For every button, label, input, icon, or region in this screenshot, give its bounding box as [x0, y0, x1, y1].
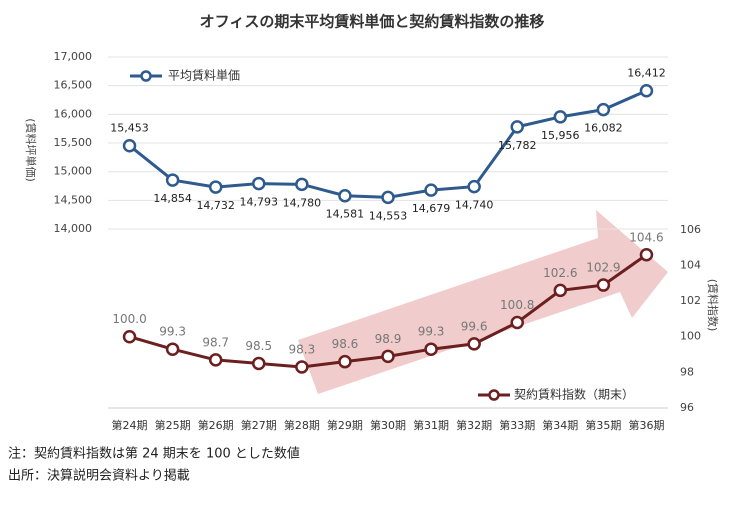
- data-point: [252, 356, 266, 371]
- data-label: 100.0: [112, 312, 146, 326]
- y2-axis-title: (賃料指数): [706, 279, 720, 332]
- data-point: [208, 180, 223, 194]
- data-label: 14,581: [326, 208, 365, 221]
- data-label: 15,956: [541, 129, 580, 142]
- data-point: [510, 315, 524, 330]
- data-label: 14,679: [412, 202, 451, 215]
- data-point: [596, 278, 611, 292]
- y2-tick-label: 102: [680, 294, 701, 307]
- data-point: [553, 283, 568, 298]
- data-label: 98.6: [332, 337, 359, 351]
- chart-title: オフィスの期末平均賃料単価と契約賃料指数の推移: [200, 13, 545, 31]
- data-point: [295, 360, 309, 374]
- data-label: 98.7: [202, 335, 229, 349]
- y-tick-label: 16,500: [54, 79, 93, 92]
- y-axis-title: (賃料坪単価): [24, 118, 38, 182]
- data-point: [295, 177, 309, 192]
- data-point: [381, 190, 395, 205]
- data-label: 14,553: [369, 209, 408, 222]
- data-label: 98.9: [375, 332, 402, 346]
- data-label: 14,793: [240, 196, 279, 209]
- data-point: [467, 179, 481, 194]
- data-label: 14,732: [196, 199, 235, 212]
- x-tick-label: 第24期: [112, 418, 148, 432]
- x-tick-label: 第31期: [413, 418, 449, 432]
- data-point: [252, 176, 266, 191]
- data-label: 102.9: [586, 261, 620, 275]
- data-label: 14,740: [455, 199, 494, 212]
- data-label: 98.3: [288, 343, 315, 357]
- x-tick-label: 第33期: [499, 418, 535, 432]
- data-label: 16,412: [627, 67, 666, 80]
- y2-tick-label: 100: [680, 330, 701, 343]
- x-tick-label: 第27期: [241, 418, 277, 432]
- data-label: 99.3: [159, 325, 186, 339]
- data-label: 15,453: [110, 122, 149, 135]
- series-line: [128, 89, 648, 199]
- data-label: 102.6: [543, 266, 577, 280]
- note: 出所：決算説明会資料より掲載: [8, 468, 190, 484]
- data-label: 14,780: [283, 196, 322, 209]
- y2-tick-label: 98: [680, 365, 694, 378]
- x-tick-label: 第34期: [542, 418, 578, 432]
- legend-marker: [488, 389, 500, 401]
- x-tick-label: 第36期: [628, 418, 664, 432]
- data-label: 104.6: [629, 230, 663, 244]
- y-tick-label: 17,000: [54, 50, 93, 63]
- data-point: [122, 329, 137, 344]
- legend-marker: [140, 70, 152, 82]
- y2-tick-label: 96: [680, 401, 694, 414]
- data-point: [639, 248, 654, 262]
- y-tick-label: 15,000: [54, 165, 93, 178]
- x-tick-label: 第32期: [456, 418, 492, 432]
- x-tick-label: 第28期: [284, 418, 320, 432]
- y-tick-label: 14,000: [54, 222, 93, 235]
- data-point: [338, 354, 352, 369]
- data-label: 16,082: [584, 122, 623, 135]
- data-point: [122, 138, 137, 153]
- data-point: [165, 173, 180, 187]
- y-tick-label: 14,500: [54, 193, 93, 206]
- data-point: [381, 349, 395, 364]
- y-tick-label: 16,000: [54, 107, 93, 120]
- data-label: 15,782: [498, 139, 537, 152]
- legend-label: 平均賃料単価: [168, 68, 240, 83]
- data-label: 99.3: [418, 325, 445, 339]
- data-label: 14,854: [153, 192, 192, 205]
- y2-tick-label: 106: [680, 223, 701, 236]
- data-label: 98.5: [245, 339, 272, 353]
- data-label: 100.8: [500, 298, 534, 312]
- data-point: [338, 188, 352, 203]
- data-point: [467, 337, 481, 351]
- data-label: 99.6: [461, 319, 488, 333]
- x-tick-label: 第29期: [327, 418, 363, 432]
- y2-tick-label: 104: [680, 258, 701, 271]
- data-point: [596, 102, 611, 117]
- data-point: [424, 183, 438, 197]
- trend-arrow: [298, 210, 668, 394]
- data-point: [639, 83, 654, 98]
- x-tick-label: 第25期: [155, 418, 191, 432]
- legend-label: 契約賃料指数（期末）: [514, 387, 634, 402]
- y-tick-label: 15,500: [54, 136, 93, 149]
- data-point: [165, 342, 180, 356]
- data-point: [424, 342, 438, 356]
- data-point: [510, 120, 524, 134]
- note: 注：契約賃料指数は第 24 期末を 100 とした数値: [8, 446, 300, 462]
- data-point: [208, 353, 223, 367]
- data-point: [553, 110, 568, 124]
- x-tick-label: 第35期: [585, 418, 621, 432]
- x-tick-label: 第30期: [370, 418, 406, 432]
- x-tick-label: 第26期: [198, 418, 234, 432]
